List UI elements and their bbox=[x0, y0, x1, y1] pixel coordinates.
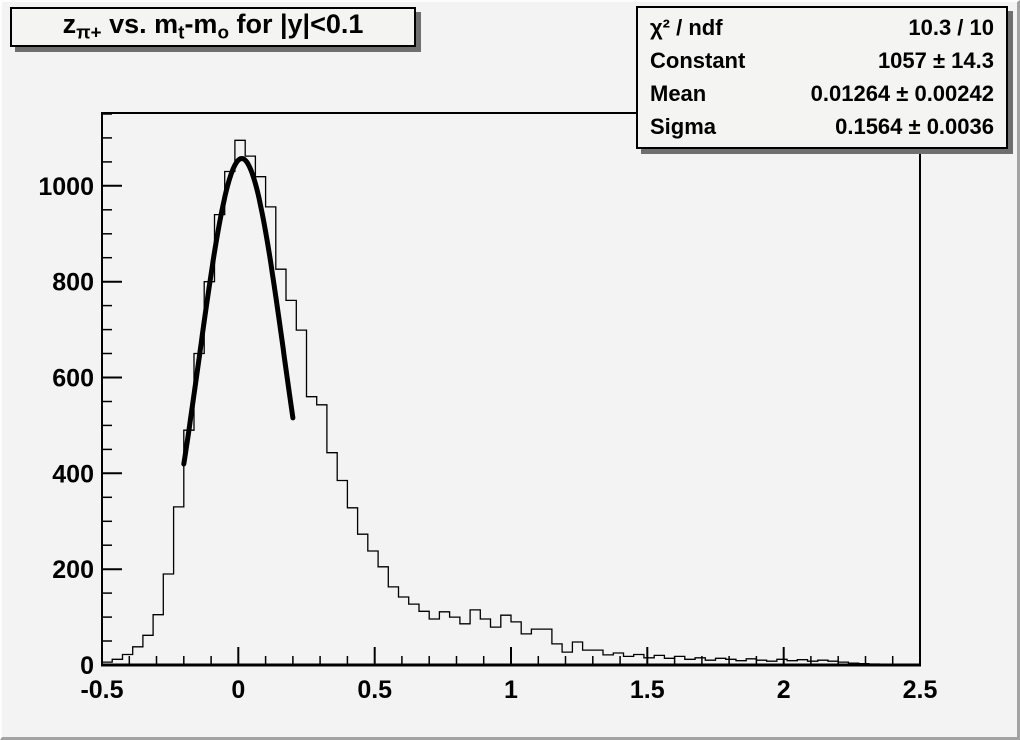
stat-label-chi2-ndf: χ² / ndf bbox=[650, 15, 723, 41]
histogram-line bbox=[101, 139, 920, 666]
y-tick-label: 1000 bbox=[38, 173, 94, 201]
x-tick-label: 1 bbox=[504, 676, 518, 704]
stat-value-chi2-ndf: 10.3 / 10 bbox=[908, 15, 994, 41]
gaussian-fit-curve bbox=[181, 155, 296, 467]
x-tick-label: 2.5 bbox=[903, 676, 938, 704]
y-tick-label: 0 bbox=[80, 652, 94, 680]
stat-label-sigma: Sigma bbox=[650, 113, 717, 139]
fit-stats-box: χ² / ndf 10.3 / 10 Constant 1057 ± 14.3 … bbox=[636, 6, 1008, 149]
y-tick-label: 800 bbox=[52, 269, 94, 297]
stat-value-constant: 1057 ± 14.3 bbox=[877, 48, 994, 74]
title-text: zπ+ vs. mt-mo for |y|<0.1 bbox=[62, 9, 364, 44]
title-subscript-pi-plus: π+ bbox=[76, 22, 102, 44]
x-tick-label: -0.5 bbox=[80, 676, 123, 704]
stat-row-chi2: χ² / ndf 10.3 / 10 bbox=[638, 17, 1006, 39]
stat-label-constant: Constant bbox=[650, 48, 746, 74]
histogram-title-box: zπ+ vs. mt-mo for |y|<0.1 bbox=[10, 7, 416, 47]
stat-value-mean: 0.01264 ± 0.00242 bbox=[810, 80, 994, 106]
x-tick-label: 2 bbox=[777, 676, 791, 704]
y-tick-label: 600 bbox=[52, 365, 94, 393]
stat-row-mean: Mean 0.01264 ± 0.00242 bbox=[638, 80, 1006, 106]
stat-row-sigma: Sigma 0.1564 ± 0.0036 bbox=[638, 113, 1006, 139]
stat-label-mean: Mean bbox=[650, 80, 707, 106]
x-tick-label: 0 bbox=[231, 676, 245, 704]
y-tick-label: 200 bbox=[52, 556, 94, 584]
stat-row-constant: Constant 1057 ± 14.3 bbox=[638, 50, 1006, 72]
stat-value-sigma: 0.1564 ± 0.0036 bbox=[835, 113, 994, 139]
y-tick-label: 400 bbox=[52, 460, 94, 488]
title-subscript-t: t bbox=[178, 22, 185, 44]
x-tick-label: 1.5 bbox=[630, 676, 665, 704]
x-tick-label: 0.5 bbox=[357, 676, 392, 704]
title-subscript-o: o bbox=[217, 22, 229, 44]
